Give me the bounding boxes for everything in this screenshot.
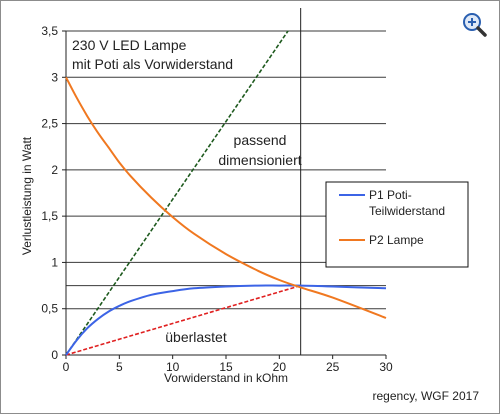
- chart-title-line-2: mit Poti als Vorwiderstand: [72, 56, 233, 72]
- y-tick-label-1: 0,5: [41, 302, 58, 316]
- legend: P1 Poti- Teilwiderstand P2 Lampe: [325, 181, 469, 268]
- annotation-ueberlastet: überlastet: [165, 329, 227, 345]
- y-tick-label-4: 2: [51, 163, 58, 177]
- chart-title-line-1: 230 V LED Lampe: [72, 37, 187, 53]
- x-tick-label-0: 0: [63, 360, 70, 374]
- x-tick-label-3: 15: [219, 360, 233, 374]
- legend-box: [325, 181, 469, 268]
- x-tick-label-5: 25: [326, 360, 340, 374]
- x-tick-label-2: 10: [166, 360, 180, 374]
- series-line-p1: [65, 284, 387, 356]
- legend-label-p1-line-1: P1 Poti-: [369, 188, 412, 202]
- legend-label-p1-line-2: Teilwiderstand: [369, 204, 445, 218]
- y-tick-label-3: 1,5: [41, 209, 58, 223]
- reference-line-green: [65, 30, 289, 356]
- legend-label-p1-part-1: P1 Poti-: [369, 188, 412, 202]
- zoom-handle: [476, 26, 487, 37]
- annotation-passend-line-2: dimensioniert: [218, 152, 301, 168]
- zoom-in-magnifier-icon[interactable]: [463, 13, 487, 37]
- annotation-passend-line-1: passend: [234, 132, 287, 148]
- legend-label-p1-part-2: Teilwiderstand: [369, 204, 445, 218]
- y-tick-label-7: 3,5: [41, 24, 58, 38]
- credit-text: regency, WGF 2017: [373, 389, 480, 403]
- y-tick-label-6: 3: [51, 70, 58, 84]
- y-tick-label-0: 0: [51, 348, 58, 362]
- x-tick-label-1: 5: [116, 360, 123, 374]
- x-axis-label: Vorwiderstand in kOhm: [164, 371, 288, 385]
- series-line-p2: [65, 76, 387, 319]
- y-tick-label-2: 1: [51, 255, 58, 269]
- x-tick-label-4: 20: [273, 360, 287, 374]
- series-layer: [65, 30, 387, 356]
- legend-label-p2: P2 Lampe: [369, 233, 424, 247]
- y-tick-label-5: 2,5: [41, 117, 58, 131]
- reference-line-red: [65, 284, 301, 356]
- x-tick-label-6: 30: [379, 360, 393, 374]
- axis-ticks: 0 5 10 15 20 25 30 0 0,5 1 1,5 2 2,5 3 3,5: [41, 24, 393, 374]
- y-axis-label: Verlustleistung in Watt: [20, 136, 34, 255]
